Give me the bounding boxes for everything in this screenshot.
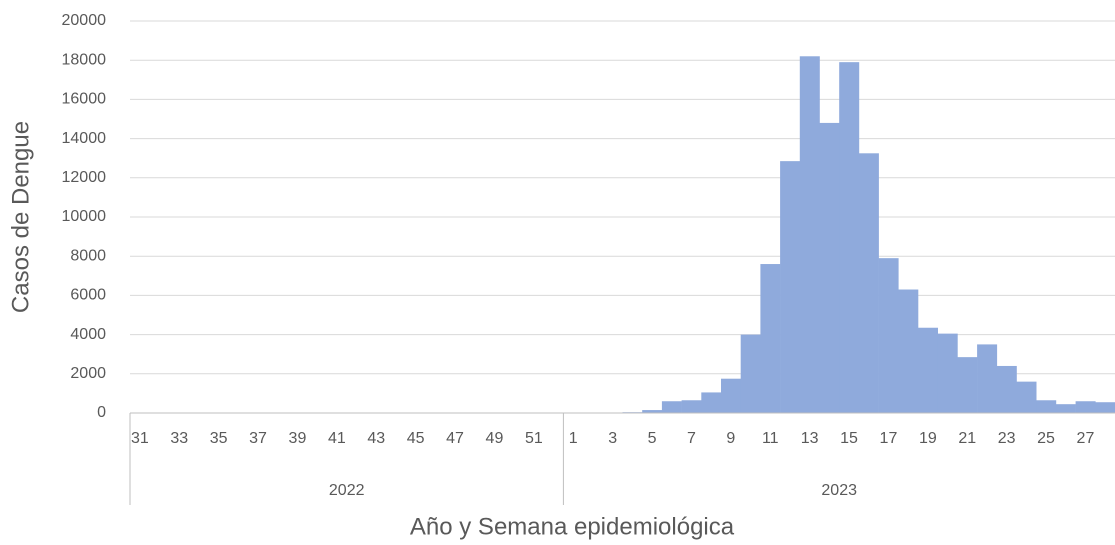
bar — [819, 122, 840, 414]
y-tick-label: 4000 — [70, 326, 106, 343]
bar — [799, 56, 820, 413]
x-tick-label: 15 — [840, 430, 858, 447]
x-tick-label: 13 — [801, 430, 819, 447]
bar — [957, 357, 978, 413]
bar — [839, 62, 860, 413]
bar — [760, 264, 781, 413]
y-tick-label: 18000 — [62, 51, 107, 68]
x-tick-label: 25 — [1037, 430, 1055, 447]
x-tick-label: 41 — [328, 430, 346, 447]
x-tick-label: 21 — [958, 430, 976, 447]
x-tick-label: 19 — [919, 430, 937, 447]
x-tick-label: 35 — [210, 430, 228, 447]
x-tick-label: 47 — [446, 430, 464, 447]
bar — [1075, 401, 1096, 413]
y-tick-label: 8000 — [70, 247, 106, 264]
y-tick-label: 16000 — [62, 91, 107, 108]
bar — [996, 365, 1017, 413]
x-tick-label: 33 — [170, 430, 188, 447]
x-tick-label: 3 — [608, 430, 617, 447]
x-tick-label: 9 — [726, 430, 735, 447]
bar — [780, 161, 801, 413]
bar — [681, 400, 702, 413]
y-axis-title: Casos de Dengue — [7, 121, 34, 313]
group-label: 2022 — [329, 482, 365, 499]
x-axis-title: Año y Semana epidemiológica — [410, 513, 735, 540]
y-tick-label: 14000 — [62, 130, 107, 147]
bar — [878, 258, 899, 413]
x-tick-label: 23 — [998, 430, 1016, 447]
x-tick-label: 49 — [486, 430, 504, 447]
y-tick-label: 6000 — [70, 287, 106, 304]
y-tick-label: 10000 — [62, 208, 107, 225]
x-tick-label: 17 — [880, 430, 898, 447]
x-tick-label: 27 — [1077, 430, 1095, 447]
bar — [701, 392, 722, 413]
x-tick-label: 39 — [289, 430, 307, 447]
x-tick-label: 11 — [762, 430, 779, 447]
bar — [937, 333, 958, 413]
bar — [642, 410, 663, 413]
bar — [740, 334, 761, 413]
y-tick-label: 2000 — [70, 365, 106, 382]
bar — [977, 344, 998, 413]
group-label: 2023 — [821, 482, 857, 499]
x-tick-label: 45 — [407, 430, 425, 447]
bar — [918, 327, 938, 413]
bar — [898, 289, 919, 413]
bar — [1095, 402, 1115, 413]
x-tick-label: 1 — [569, 430, 578, 447]
x-tick-label: 43 — [367, 430, 385, 447]
bar — [1055, 404, 1076, 413]
x-tick-label: 51 — [525, 430, 543, 447]
y-tick-label: 12000 — [62, 169, 107, 186]
x-tick-label: 31 — [131, 430, 149, 447]
bar — [1016, 381, 1037, 413]
bar — [858, 153, 879, 414]
bar — [721, 378, 741, 413]
y-tick-label: 0 — [97, 404, 106, 421]
y-tick-label: 20000 — [62, 12, 107, 29]
x-tick-label: 5 — [648, 430, 657, 447]
bar — [1036, 400, 1057, 413]
x-tick-label: 7 — [687, 430, 696, 447]
x-tick-label: 37 — [249, 430, 267, 447]
bar — [661, 401, 682, 413]
